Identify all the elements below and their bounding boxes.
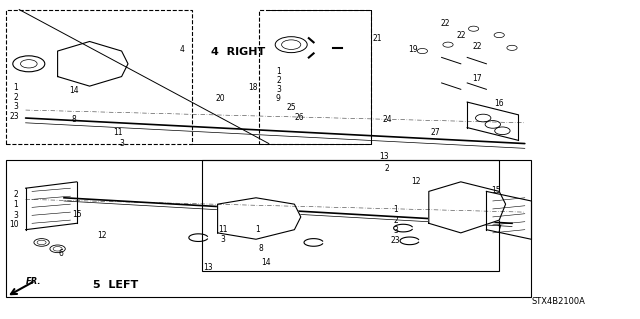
Text: 4: 4 [180, 45, 185, 54]
Text: 1: 1 [393, 205, 398, 214]
Text: 2: 2 [13, 93, 19, 102]
Text: 22: 22 [456, 31, 465, 40]
Text: 3: 3 [13, 102, 19, 111]
Text: 18: 18 [248, 83, 257, 92]
Text: 11: 11 [218, 225, 227, 234]
Text: 15: 15 [491, 186, 501, 195]
Text: 1: 1 [13, 200, 19, 209]
Text: 7: 7 [497, 225, 502, 234]
Text: 21: 21 [373, 34, 382, 43]
Text: 3: 3 [276, 85, 281, 94]
Text: 11: 11 [114, 128, 123, 137]
Text: 13: 13 [203, 263, 213, 272]
Text: 10: 10 [9, 220, 19, 229]
Text: 19: 19 [408, 45, 418, 54]
Text: 20: 20 [216, 94, 226, 103]
Text: FR.: FR. [26, 277, 41, 286]
Text: 14: 14 [260, 258, 271, 267]
Text: 3: 3 [220, 235, 225, 244]
Text: STX4B2100A: STX4B2100A [531, 297, 585, 306]
Text: 16: 16 [494, 99, 504, 108]
Text: 27: 27 [430, 128, 440, 137]
Text: 2: 2 [393, 216, 398, 225]
Polygon shape [218, 198, 301, 239]
Text: 6: 6 [58, 249, 63, 258]
Text: 5  LEFT: 5 LEFT [93, 280, 138, 290]
Polygon shape [58, 41, 128, 86]
Text: 13: 13 [379, 152, 389, 161]
Text: 3: 3 [13, 211, 19, 219]
Polygon shape [429, 182, 506, 233]
Text: 24: 24 [382, 115, 392, 124]
Text: 22: 22 [472, 42, 481, 51]
Text: 2: 2 [276, 76, 281, 85]
Text: 17: 17 [472, 74, 482, 83]
Text: 2: 2 [385, 164, 390, 173]
Text: 25: 25 [286, 103, 296, 112]
Text: 2: 2 [13, 190, 19, 199]
Text: 23: 23 [9, 112, 19, 121]
Text: 12: 12 [412, 177, 420, 186]
Text: 8: 8 [71, 115, 76, 124]
Text: 14: 14 [68, 86, 79, 95]
Text: 1: 1 [276, 67, 281, 76]
Text: 26: 26 [294, 113, 305, 122]
Text: 9: 9 [276, 94, 281, 103]
Text: 4  RIGHT: 4 RIGHT [211, 48, 266, 57]
Text: 23: 23 [390, 236, 401, 245]
Text: 1: 1 [255, 225, 260, 234]
Text: 15: 15 [72, 210, 82, 219]
Text: 22: 22 [440, 19, 449, 28]
Text: 8: 8 [259, 244, 264, 253]
Text: 1: 1 [13, 83, 19, 92]
Text: 3: 3 [119, 139, 124, 148]
Text: 3: 3 [393, 226, 398, 235]
Text: 12: 12 [98, 231, 107, 240]
